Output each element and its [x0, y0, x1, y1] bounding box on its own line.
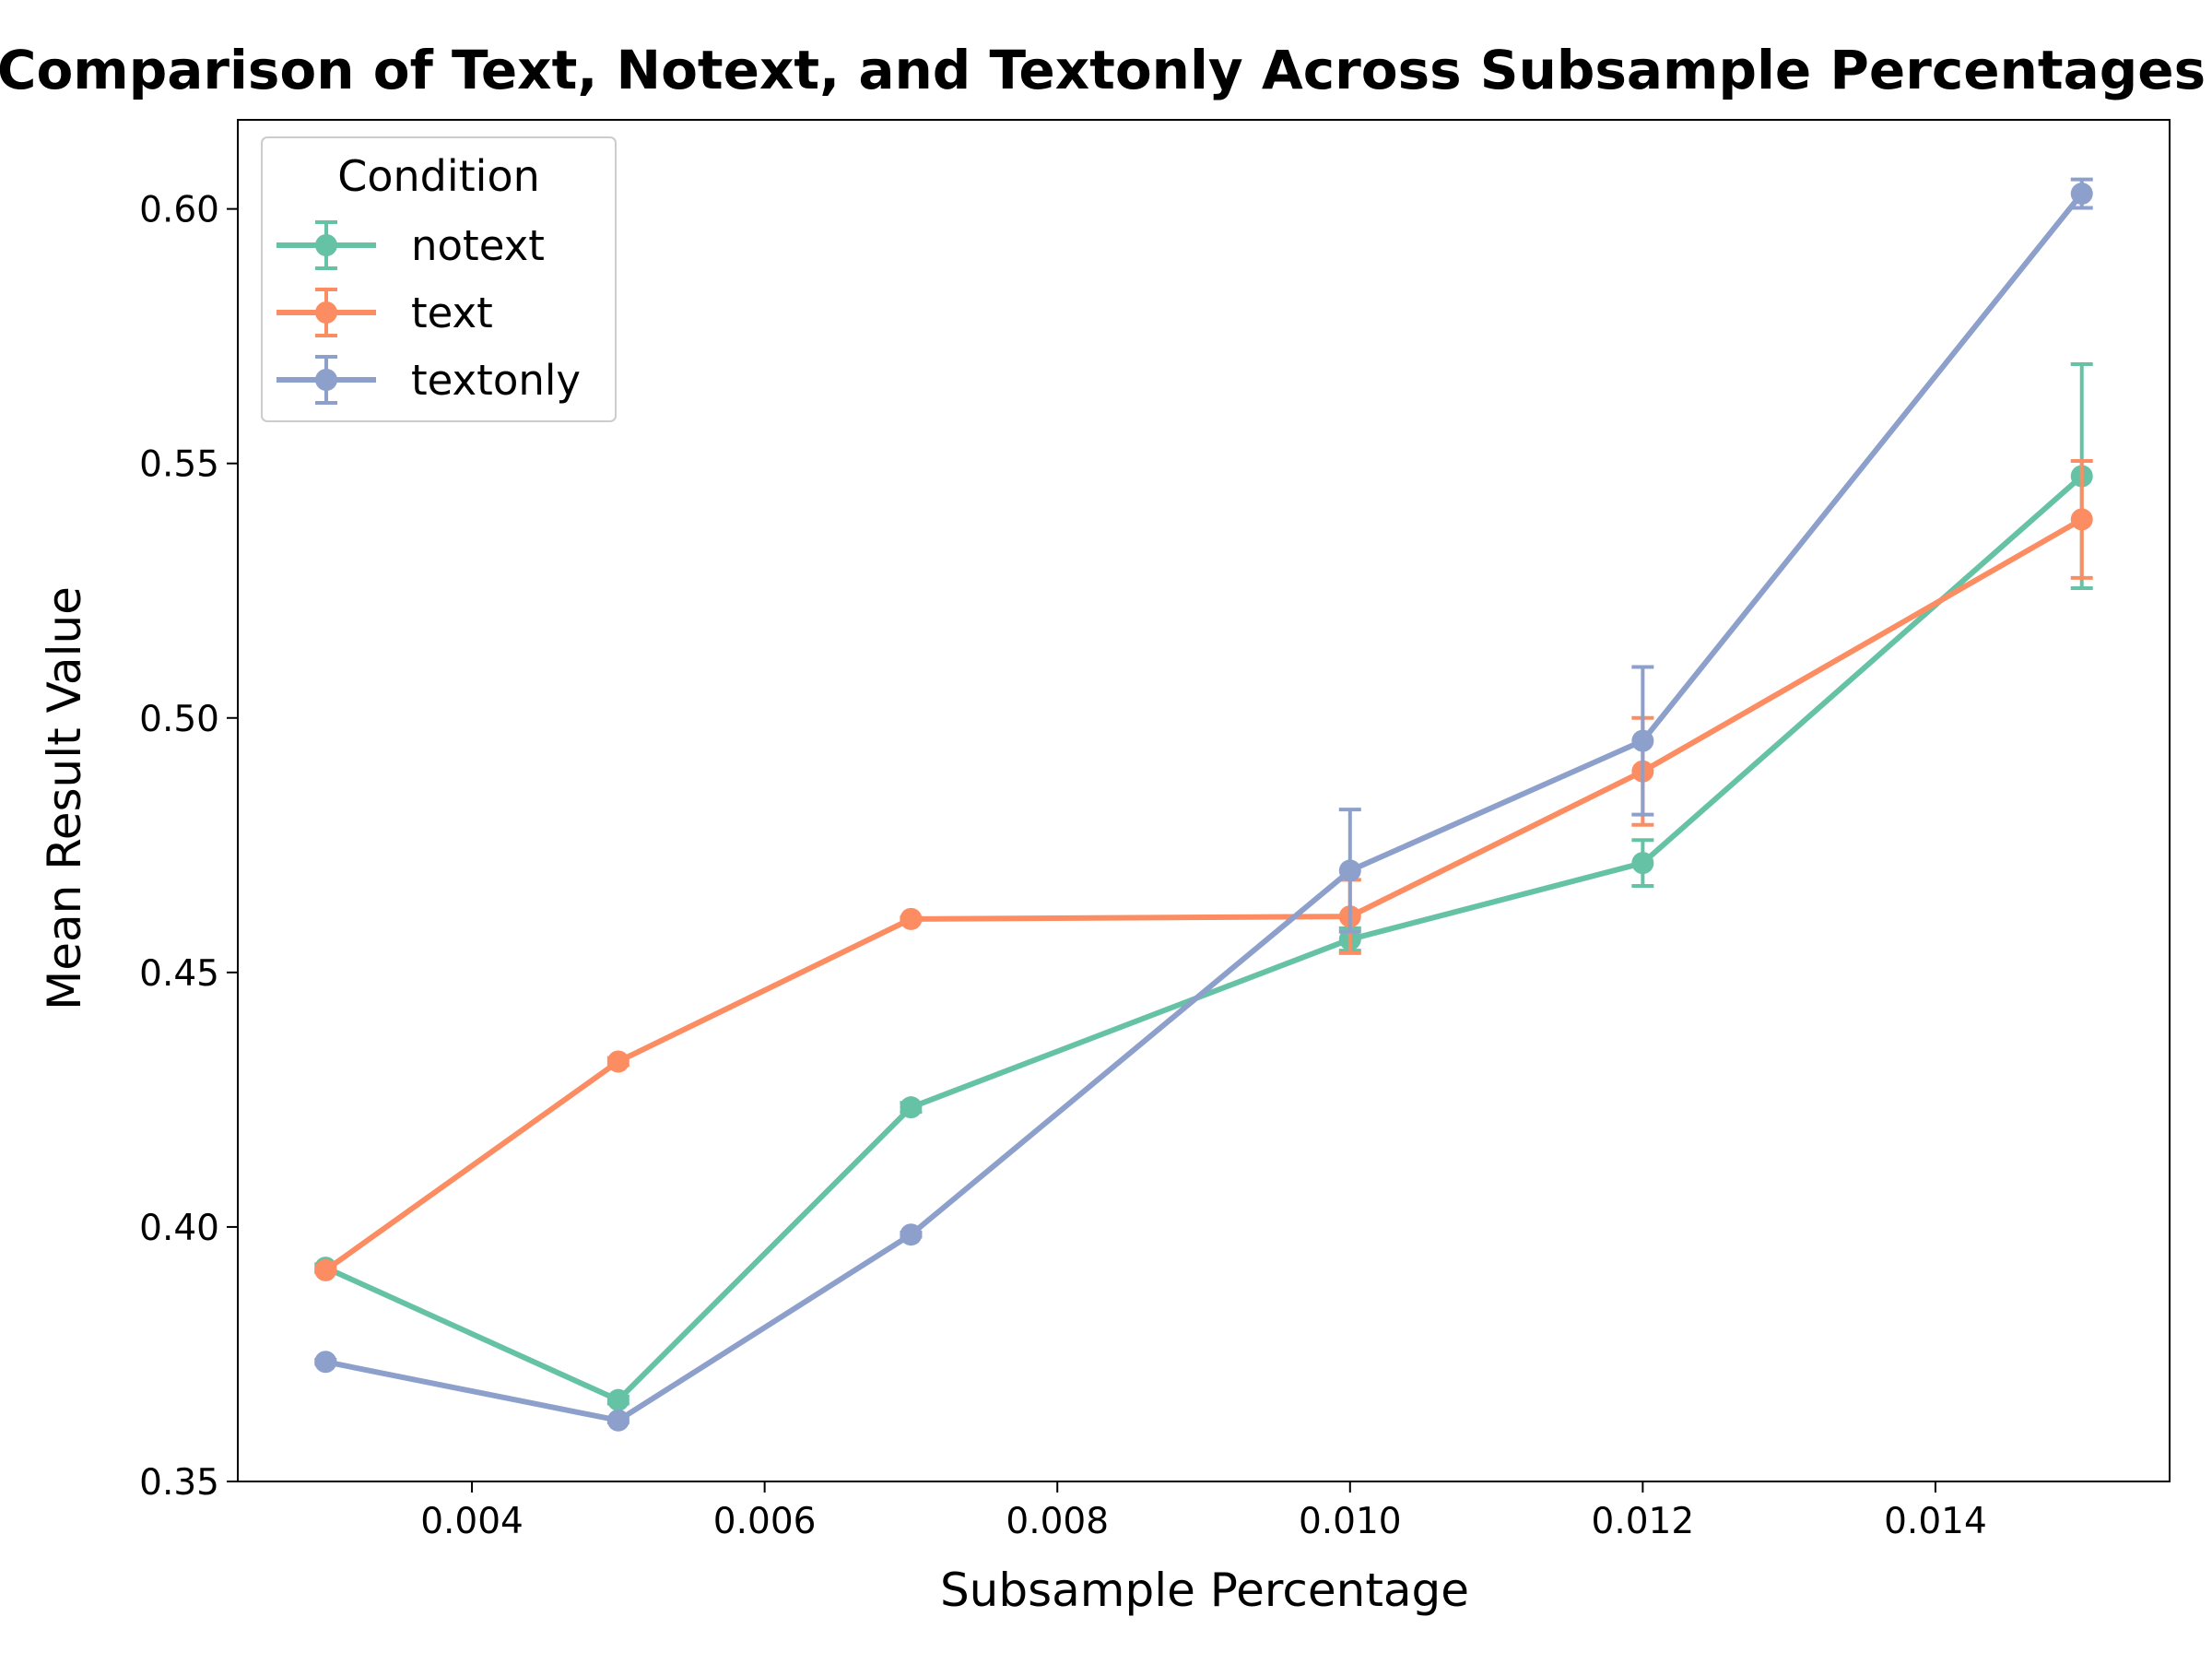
data-point	[606, 1050, 629, 1073]
legend-box	[261, 136, 617, 422]
y-tick-label: 0.55	[139, 444, 219, 486]
y-tick-label: 0.40	[139, 1208, 219, 1249]
plot-frame	[237, 119, 2171, 1482]
legend-marker	[315, 301, 337, 324]
legend-marker	[315, 234, 337, 256]
series-text	[314, 458, 2093, 1281]
legend-label: notext	[411, 221, 545, 270]
x-tick-label: 0.014	[1884, 1501, 1987, 1542]
legend-item-textonly: textonly	[276, 355, 581, 405]
series-line-notext	[324, 474, 2084, 1403]
x-tick-label: 0.008	[1006, 1501, 1109, 1542]
series-line-text	[324, 516, 2084, 1273]
data-point	[314, 1258, 337, 1281]
data-point	[2070, 183, 2093, 206]
x-tick-label: 0.006	[713, 1501, 817, 1542]
y-tick-label: 0.50	[139, 699, 219, 740]
legend-marker	[315, 369, 337, 391]
series-textonly	[314, 177, 2093, 1432]
legend-title: Condition	[337, 151, 540, 201]
data-point	[900, 1096, 923, 1119]
y-axis-label: Mean Result Value	[38, 586, 91, 1010]
data-point	[1631, 852, 1654, 875]
axes: 0.004 0.006 0.008 0.010 0.012 0.014 0.35 0.40 0.…	[139, 119, 2171, 1542]
legend-item-notext: notext	[276, 220, 545, 270]
data-point	[606, 1409, 629, 1432]
series-notext	[314, 362, 2093, 1411]
data-point	[900, 1223, 923, 1246]
legend-label: textonly	[411, 356, 581, 405]
legend-label: text	[411, 289, 493, 337]
y-tick-label: 0.35	[139, 1462, 219, 1504]
chart-title: Comparison of Text, Notext, and Textonly…	[0, 39, 2206, 101]
x-axis-label: Subsample Percentage	[940, 1564, 1469, 1617]
x-tick-label: 0.012	[1592, 1501, 1695, 1542]
data-point	[1338, 859, 1361, 882]
x-tick-label: 0.004	[420, 1501, 524, 1542]
y-tick-label: 0.60	[139, 190, 219, 231]
legend: Condition notext text textonly	[261, 136, 617, 422]
y-tick-label: 0.45	[139, 953, 219, 995]
data-point	[1631, 729, 1654, 752]
plot-series	[314, 177, 2093, 1432]
data-point	[2070, 508, 2093, 531]
data-point	[314, 1351, 337, 1374]
data-point	[606, 1388, 629, 1411]
x-tick-label: 0.010	[1299, 1501, 1402, 1542]
data-point	[900, 907, 923, 930]
legend-item-text: text	[276, 288, 493, 337]
series-line-textonly	[324, 192, 2085, 1423]
